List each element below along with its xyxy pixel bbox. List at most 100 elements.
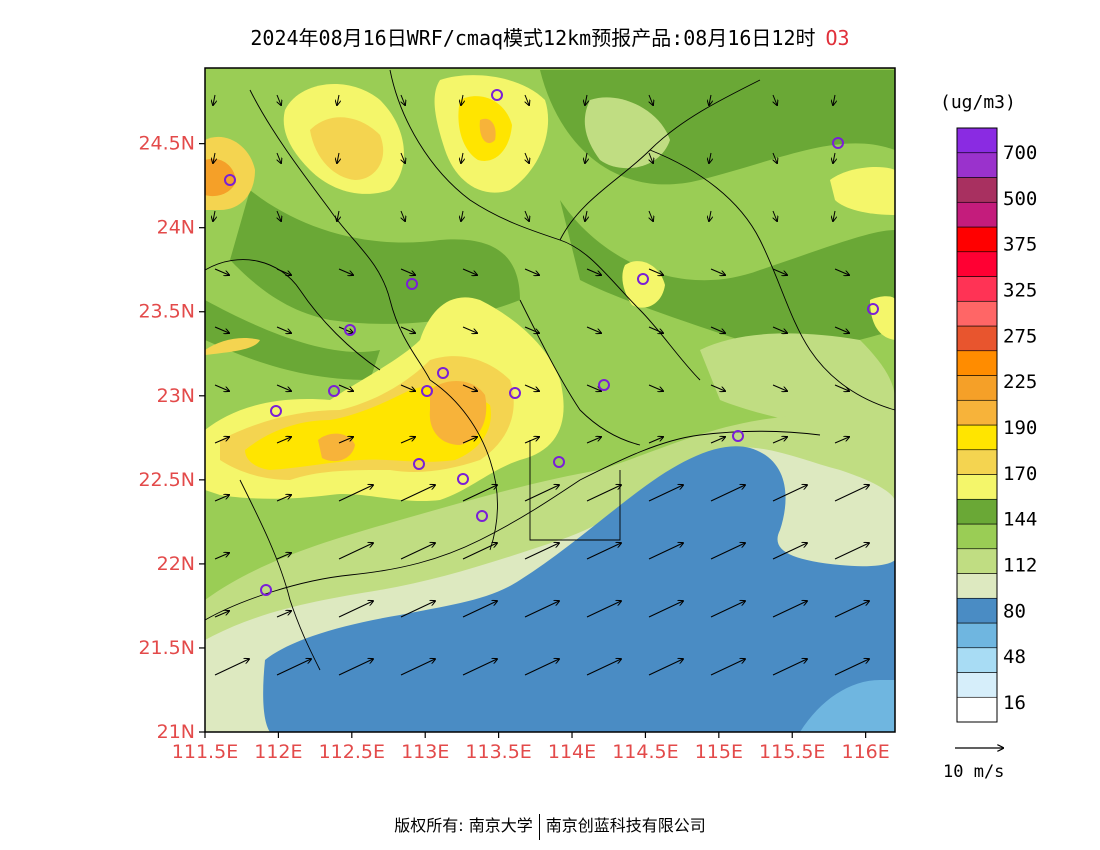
wind-arrow: [773, 210, 777, 221]
wind-arrow: [401, 152, 405, 163]
wind-arrow: [648, 384, 663, 391]
coastline: [205, 430, 821, 621]
wind-vectors: [213, 94, 869, 676]
wind-arrow: [214, 659, 249, 676]
wind-arrow: [586, 268, 601, 275]
station-marker: [598, 379, 610, 391]
wind-arrow: [710, 485, 745, 502]
wind-arrow: [462, 485, 497, 502]
wind-arrow: [710, 326, 725, 333]
boundary-line-7: [429, 379, 498, 551]
wind-arrow: [525, 152, 529, 163]
field-band-w: [230, 190, 520, 324]
footer-separator: [538, 813, 540, 840]
wind-arrow: [213, 152, 215, 163]
colorbar-swatch: [956, 498, 998, 525]
plot-frame: [204, 67, 896, 733]
station-marker: [637, 273, 649, 285]
wind-arrow: [586, 659, 621, 676]
lon-tick-label: 114.5E: [612, 741, 678, 763]
boundary-line-8: [239, 479, 321, 671]
wind-arrow: [772, 659, 807, 676]
lat-tick-label: 24.5N: [138, 133, 195, 155]
wind-arrow: [337, 94, 339, 105]
wind-arrow: [649, 152, 653, 163]
wind-arrow: [276, 384, 291, 391]
wind-arrow: [214, 268, 229, 275]
monitoring-stations: [224, 89, 879, 596]
wind-arrow: [586, 485, 621, 502]
wind-arrow: [648, 437, 663, 444]
field-band-sw: [205, 300, 380, 380]
wind-arrow: [276, 611, 291, 618]
wind-arrow: [400, 384, 415, 391]
wind-arrow: [524, 659, 559, 676]
wind-arrow: [709, 94, 711, 105]
wind-arrow: [710, 384, 725, 391]
latitude-axis: 24.5N 24N 23.5N 23N 22.5N 22N 21.5N 21N: [138, 133, 205, 743]
wind-arrow: [586, 326, 601, 333]
wind-arrow: [461, 152, 463, 163]
wind-arrow: [773, 94, 777, 105]
station-marker: [406, 278, 418, 290]
colorbar-swatch: [956, 201, 998, 228]
field-yellow-core: [245, 385, 491, 470]
wind-arrow: [462, 601, 497, 618]
wind-arrow: [524, 601, 559, 618]
colorbar-swatch: [956, 399, 998, 426]
colorbar-swatch: [956, 177, 998, 203]
wind-arrow: [648, 659, 683, 676]
wind-arrow: [585, 94, 587, 105]
wind-arrow: [524, 437, 539, 444]
wind-arrow: [585, 152, 587, 163]
wind-arrow: [400, 601, 435, 618]
lat-tick-label: 22N: [157, 553, 195, 575]
wind-arrow: [461, 210, 463, 221]
colorbar-swatch: [956, 548, 998, 574]
station-marker: [437, 367, 449, 379]
wind-arrow: [834, 543, 869, 560]
boundary-line-2: [389, 69, 701, 381]
wind-arrow: [277, 152, 281, 163]
wind-arrow: [213, 94, 215, 105]
wind-arrow: [277, 94, 281, 105]
wind-arrow: [524, 384, 539, 391]
colorbar-swatch: [956, 127, 998, 154]
wind-arrow: [276, 326, 291, 333]
wind-arrow: [648, 543, 683, 560]
field-light-n: [584, 97, 670, 169]
wind-arrow: [400, 437, 415, 444]
boundary-line-4: [649, 149, 895, 411]
wind-arrow: [524, 268, 539, 275]
lat-tick-label: 21.5N: [138, 637, 195, 659]
wind-arrow: [772, 543, 807, 560]
colorbar-label: 225: [1003, 371, 1037, 393]
wind-arrow: [772, 326, 787, 333]
station-marker: [553, 456, 565, 468]
wind-arrow: [462, 543, 497, 560]
species-label: O3: [825, 26, 850, 50]
colorbar-label: 500: [1003, 188, 1037, 210]
boundary-line-1: [249, 89, 431, 381]
wind-arrow: [462, 384, 477, 391]
station-marker: [509, 387, 521, 399]
station-marker: [476, 510, 488, 522]
station-marker: [344, 324, 356, 336]
lat-tick-label: 22.5N: [138, 469, 195, 491]
wind-arrow: [338, 268, 353, 275]
colorbar-label: 375: [1003, 234, 1037, 256]
lon-tick-label: 112.5E: [319, 741, 385, 763]
colorbar-label: 80: [1003, 600, 1026, 622]
wind-arrow: [586, 543, 621, 560]
wind-arrow: [649, 210, 653, 221]
field-orange-n2: [479, 118, 496, 144]
boundary-hk-box: [529, 440, 621, 541]
colorbar-swatch: [956, 276, 998, 302]
wind-arrow: [709, 152, 711, 163]
colorbar-swatch: [956, 622, 998, 649]
colorbar-label: 275: [1003, 325, 1037, 347]
wind-arrow: [648, 268, 663, 275]
field-yellow-ne: [830, 167, 895, 215]
station-marker: [832, 137, 844, 149]
